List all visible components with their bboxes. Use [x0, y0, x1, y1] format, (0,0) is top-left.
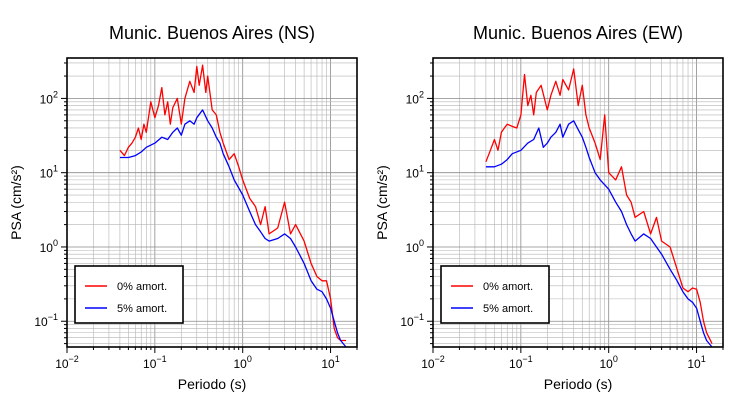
y-tick-label-exponent: 1 [53, 164, 58, 174]
y-tick-label: 10−1 [34, 312, 58, 329]
x-tick-label-exponent: 1 [335, 354, 340, 364]
x-tick-label: 10−1 [509, 354, 533, 371]
series-line-blue [485, 120, 713, 348]
ticks [427, 62, 724, 353]
y-tick-label: 102 [40, 89, 58, 106]
x-tick-label-exponent: 0 [613, 354, 618, 364]
chart-title: Munic. Buenos Aires (EW) [473, 23, 683, 43]
x-tick-label: 100 [234, 354, 252, 371]
legend-label: 0% amort. [117, 281, 167, 293]
y-axis-label: PSA (cm/s²) [8, 165, 24, 240]
y-tick-label: 100 [40, 238, 58, 255]
x-tick-label-base: 10 [421, 357, 435, 371]
y-tick-label-base: 10 [40, 241, 54, 255]
x-tick-label: 10−1 [143, 354, 167, 371]
x-axis-label: Periodo (s) [178, 376, 246, 392]
y-tick-label-base: 10 [400, 315, 414, 329]
y-tick-label-base: 10 [40, 92, 54, 106]
series-line-red [485, 68, 713, 344]
y-tick-label: 101 [40, 164, 58, 181]
y-tick-label-exponent: 0 [419, 238, 424, 248]
legend-box [440, 265, 550, 324]
y-tick-label-exponent: 2 [419, 89, 424, 99]
y-tick-label: 100 [406, 238, 424, 255]
ticks [61, 62, 358, 353]
x-tick-label: 101 [687, 354, 705, 371]
y-tick-label: 10−1 [400, 312, 424, 329]
chart-title: Munic. Buenos Aires (NS) [109, 23, 315, 43]
y-tick-label-exponent: 2 [53, 89, 58, 99]
y-tick-label-exponent: 0 [53, 238, 58, 248]
x-tick-label-exponent: 1 [701, 354, 706, 364]
y-tick-label: 102 [406, 89, 424, 106]
y-tick-label-exponent: −1 [414, 312, 424, 322]
legend-label: 0% amort. [483, 281, 533, 293]
x-tick-label-base: 10 [143, 357, 157, 371]
y-tick-label: 101 [406, 164, 424, 181]
x-tick-label-exponent: 0 [247, 354, 252, 364]
x-tick-label: 10−2 [55, 354, 79, 371]
y-tick-label-base: 10 [34, 315, 48, 329]
y-tick-label-exponent: 1 [419, 164, 424, 174]
y-tick-label-base: 10 [406, 92, 420, 106]
y-axis-label: PSA (cm/s²) [374, 165, 390, 240]
x-tick-label: 10−2 [421, 354, 445, 371]
x-tick-label: 100 [600, 354, 618, 371]
legend-label: 5% amort. [117, 303, 167, 315]
legend: 0% amort. 5% amort. [74, 265, 184, 324]
x-tick-label-base: 10 [509, 357, 523, 371]
x-tick-label-base: 10 [321, 357, 335, 371]
series-line-red [119, 64, 346, 342]
x-tick-label-exponent: −1 [522, 354, 532, 364]
y-tick-label-base: 10 [406, 241, 420, 255]
x-tick-label-exponent: −2 [435, 354, 445, 364]
y-tick-label-base: 10 [406, 167, 420, 181]
legend-label: 5% amort. [483, 303, 533, 315]
legend: 0% amort. 5% amort. [440, 265, 550, 324]
series-line-blue [119, 109, 347, 348]
x-tick-label-exponent: −2 [69, 354, 79, 364]
x-axis-label: Periodo (s) [544, 376, 612, 392]
x-tick-label-exponent: −1 [156, 354, 166, 364]
x-tick-label-base: 10 [687, 357, 701, 371]
legend-box [74, 265, 184, 324]
x-tick-label-base: 10 [234, 357, 248, 371]
x-tick-label: 101 [321, 354, 339, 371]
y-tick-label-base: 10 [40, 167, 54, 181]
x-tick-label-base: 10 [55, 357, 69, 371]
x-tick-label-base: 10 [600, 357, 614, 371]
y-tick-label-exponent: −1 [48, 312, 58, 322]
